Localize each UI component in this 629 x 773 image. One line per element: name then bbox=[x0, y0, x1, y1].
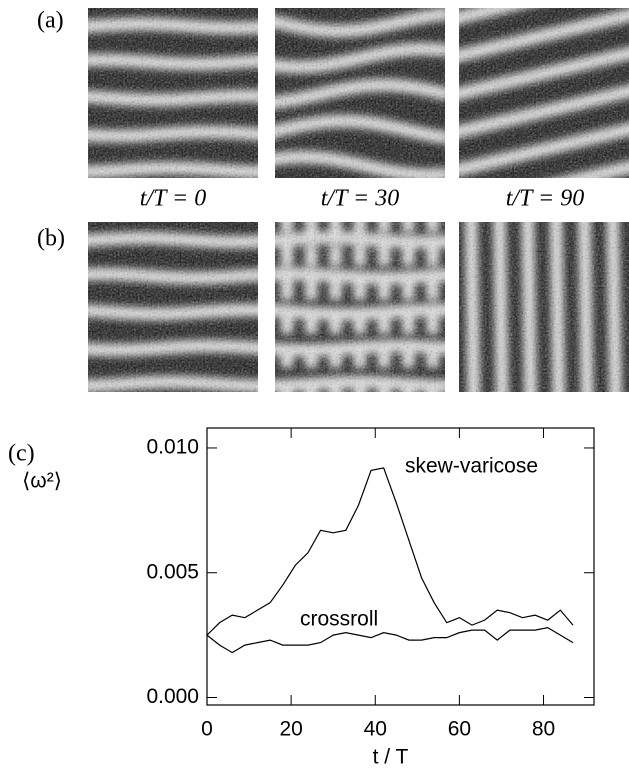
panel-label: (a) bbox=[37, 8, 64, 34]
plot-frame bbox=[206, 427, 595, 706]
pattern-images bbox=[88, 8, 629, 392]
image-noise-dark bbox=[459, 8, 629, 178]
image-noise-dark bbox=[88, 222, 258, 392]
time-label: t/T = 30 bbox=[321, 186, 399, 212]
image-noise-dark bbox=[459, 222, 629, 392]
x-axis-label: t / T bbox=[373, 746, 409, 769]
y-tick-label: 0.005 bbox=[146, 560, 199, 583]
annotation: skew-varicose bbox=[405, 455, 538, 478]
series-line bbox=[206, 467, 574, 636]
x-tick-label: 20 bbox=[279, 718, 302, 741]
x-tick-label: 40 bbox=[364, 718, 387, 741]
series-line bbox=[206, 627, 574, 654]
x-tick-label: 0 bbox=[201, 718, 213, 741]
annotation: crossroll bbox=[300, 608, 378, 631]
image-noise-dark bbox=[275, 222, 445, 392]
x-tick-label: 60 bbox=[448, 718, 471, 741]
y-tick-label: 0.000 bbox=[146, 685, 199, 708]
pattern-image bbox=[459, 8, 629, 178]
image-noise-dark bbox=[88, 8, 258, 178]
y-axis-label: ⟨ω²⟩ bbox=[22, 470, 62, 493]
pattern-image bbox=[275, 8, 445, 178]
image-noise-dark bbox=[275, 8, 445, 178]
y-tick-label: 0.010 bbox=[146, 436, 199, 459]
time-label: t/T = 90 bbox=[506, 186, 584, 212]
chart: 0 20 40 60 80 0.000 0.005 0.010 t / T ⟨ω²⟩ skew-va… bbox=[22, 427, 595, 769]
panel-label: (c) bbox=[8, 441, 35, 467]
pattern-image bbox=[88, 222, 258, 392]
pattern-image bbox=[459, 222, 629, 392]
time-label: t/T = 0 bbox=[140, 186, 206, 212]
pattern-image bbox=[275, 222, 445, 392]
x-tick-label: 80 bbox=[532, 718, 555, 741]
panel-label: (b) bbox=[37, 226, 65, 252]
pattern-image bbox=[88, 8, 258, 178]
